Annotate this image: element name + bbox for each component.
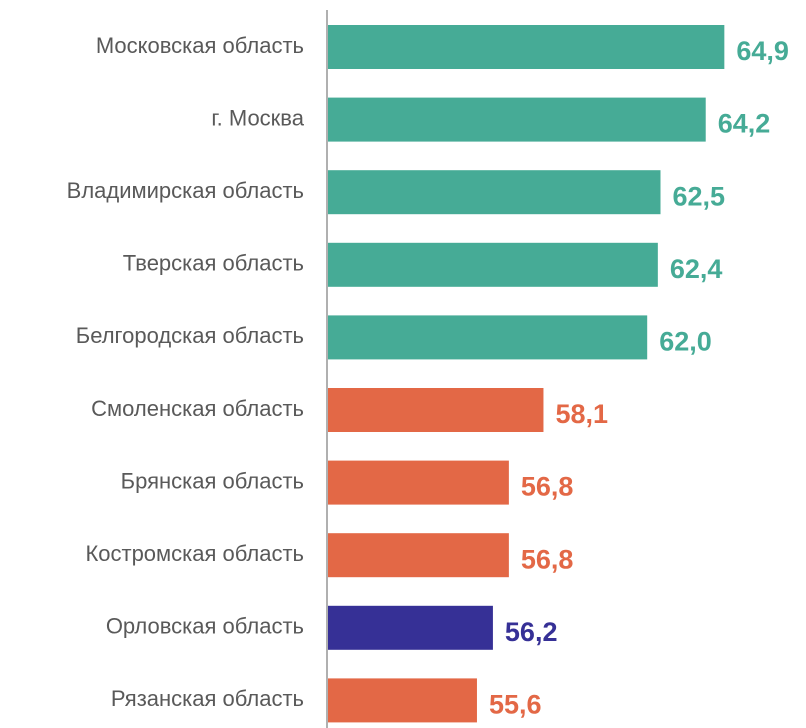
bar xyxy=(328,315,648,360)
value-label: 64,2 xyxy=(718,109,771,139)
value-label: 58,1 xyxy=(555,399,608,429)
category-label: Рязанская область xyxy=(111,686,304,711)
bar xyxy=(328,605,493,650)
value-label: 62,5 xyxy=(673,181,726,211)
category-label: Орловская область xyxy=(106,614,304,639)
value-label: 62,0 xyxy=(659,327,712,357)
category-label: Московская область xyxy=(96,33,304,58)
value-label: 56,2 xyxy=(505,617,558,647)
category-label: Брянская область xyxy=(121,468,304,493)
value-label: 62,4 xyxy=(670,254,723,284)
bar xyxy=(328,388,544,432)
category-label: Белгородская область xyxy=(76,323,304,348)
bar xyxy=(328,678,477,723)
value-label: 56,8 xyxy=(521,544,574,574)
bar xyxy=(328,97,706,142)
bar xyxy=(328,460,509,505)
category-label: Смоленская область xyxy=(91,396,304,421)
bar xyxy=(328,242,658,287)
value-label: 64,9 xyxy=(736,36,789,66)
category-label: Тверская область xyxy=(123,251,304,276)
bar xyxy=(328,533,509,578)
value-label: 56,8 xyxy=(521,472,574,502)
value-label: 55,6 xyxy=(489,690,542,720)
bar xyxy=(328,170,661,215)
bar xyxy=(328,25,725,69)
category-label: Владимирская область xyxy=(67,178,304,203)
category-label: г. Москва xyxy=(211,105,304,130)
category-label: Костромская область xyxy=(85,541,304,566)
